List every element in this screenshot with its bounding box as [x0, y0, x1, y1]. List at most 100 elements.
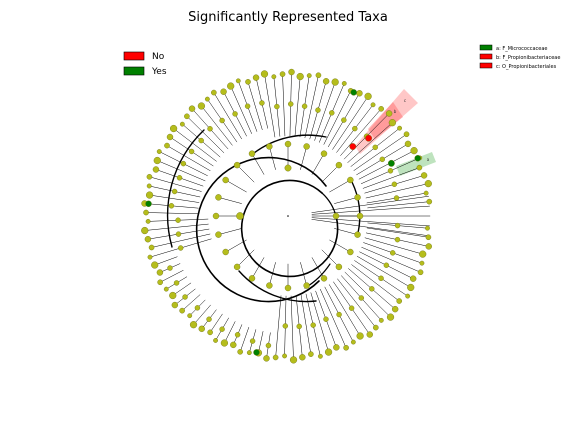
- clade-b-node: [365, 134, 372, 142]
- leaf-edge: [351, 264, 400, 302]
- inner-node: [288, 101, 294, 107]
- leaf-node: [425, 243, 432, 250]
- leaf-node: [403, 131, 410, 138]
- leaf-node: [252, 74, 260, 81]
- leaf-node: [315, 72, 322, 79]
- leaf-edge: [358, 150, 415, 180]
- branch-edge: [251, 257, 265, 279]
- leaf-edge: [323, 90, 351, 145]
- leaf-node: [425, 234, 432, 241]
- leaf-node: [410, 147, 418, 155]
- leaf-node: [163, 286, 169, 292]
- significant-node-west: [145, 200, 152, 207]
- leaf-edge: [186, 116, 225, 154]
- leaf-node: [419, 260, 425, 266]
- leaf-node: [425, 225, 430, 231]
- branch-edge: [329, 239, 351, 253]
- inner-node: [219, 326, 225, 332]
- leaf-node: [227, 82, 235, 90]
- order-node: [356, 212, 364, 220]
- inner-node: [180, 160, 187, 167]
- leaf-node: [144, 235, 152, 243]
- leaf-edge: [149, 194, 200, 203]
- inner-node: [394, 236, 401, 243]
- leaf-node: [341, 81, 347, 86]
- leaf-node: [188, 105, 196, 112]
- leaf-node: [156, 149, 162, 154]
- inner-node: [323, 316, 329, 322]
- branch-edge: [269, 146, 276, 170]
- leaf-edge: [314, 81, 336, 141]
- inner-node: [188, 148, 195, 155]
- significant-node-north: [350, 89, 357, 96]
- order-node: [303, 143, 310, 150]
- order-node: [222, 176, 229, 184]
- order-node: [347, 248, 354, 256]
- leaf-node: [324, 348, 333, 356]
- leaf-node: [260, 70, 269, 78]
- leaf-node: [416, 164, 423, 171]
- clade-shading: [355, 89, 436, 176]
- leaf-edge: [201, 105, 233, 146]
- leaf-node: [378, 106, 384, 112]
- legend-swatch-no: [123, 51, 145, 61]
- leaf-edge: [151, 233, 211, 248]
- leaf-node: [343, 344, 349, 351]
- branch-edge: [321, 164, 340, 183]
- leaf-node: [419, 250, 427, 258]
- order-node: [354, 194, 361, 201]
- order-node: [284, 284, 292, 292]
- legend-clade-c-label: c: O_Propionibacteriales: [496, 64, 557, 70]
- branch-edge: [225, 239, 247, 253]
- radial-edge: [311, 195, 429, 213]
- leaf-edge: [364, 237, 423, 255]
- leaf-edge: [144, 223, 209, 231]
- leaf-edge: [282, 73, 286, 137]
- leaf-edge: [247, 81, 263, 131]
- legend-label-yes: Yes: [151, 67, 167, 77]
- leaf-node: [198, 325, 205, 333]
- leaf-edge: [193, 304, 211, 325]
- order-node: [320, 275, 328, 282]
- legend-significance: No Yes: [123, 51, 167, 77]
- leaf-edge: [344, 271, 391, 318]
- leaf-node: [322, 78, 330, 85]
- leaf-node: [187, 313, 193, 319]
- branch-edge: [321, 249, 340, 268]
- leaf-node: [333, 344, 340, 351]
- leaf-node: [356, 332, 364, 340]
- order-arc-east: [351, 181, 361, 234]
- leaf-node: [184, 113, 190, 120]
- leaf-edge: [361, 247, 421, 273]
- branch-edge: [218, 228, 242, 235]
- inner-node: [249, 338, 256, 344]
- clade-marker-b: b: [394, 109, 397, 114]
- leaf-edge: [264, 73, 276, 138]
- leaf-edge: [353, 133, 407, 171]
- order-node: [354, 231, 361, 238]
- leaf-edge: [365, 183, 429, 199]
- class-node: [284, 164, 292, 172]
- inner-node: [232, 111, 238, 117]
- inner-node: [387, 168, 394, 174]
- order-arc-west: [166, 129, 205, 248]
- leaf-edge: [213, 92, 242, 140]
- leaf-edge: [340, 108, 382, 156]
- leaf-edge: [239, 327, 250, 353]
- radial-edge: [311, 217, 430, 227]
- inner-node: [341, 117, 347, 123]
- leaf-node: [157, 279, 163, 286]
- leaf-node: [317, 353, 323, 359]
- inner-node: [378, 275, 384, 282]
- leaf-edge: [173, 128, 217, 162]
- inner-node: [194, 305, 201, 311]
- branch-edge: [329, 179, 351, 193]
- branch-edge: [300, 262, 307, 286]
- leaf-node: [279, 71, 286, 77]
- legend-clade-b-swatch: [479, 53, 493, 60]
- leaf-node: [306, 73, 312, 78]
- root-marker: [287, 215, 289, 217]
- order-node: [335, 263, 343, 271]
- leaf-node: [373, 324, 379, 331]
- order-node: [303, 282, 310, 289]
